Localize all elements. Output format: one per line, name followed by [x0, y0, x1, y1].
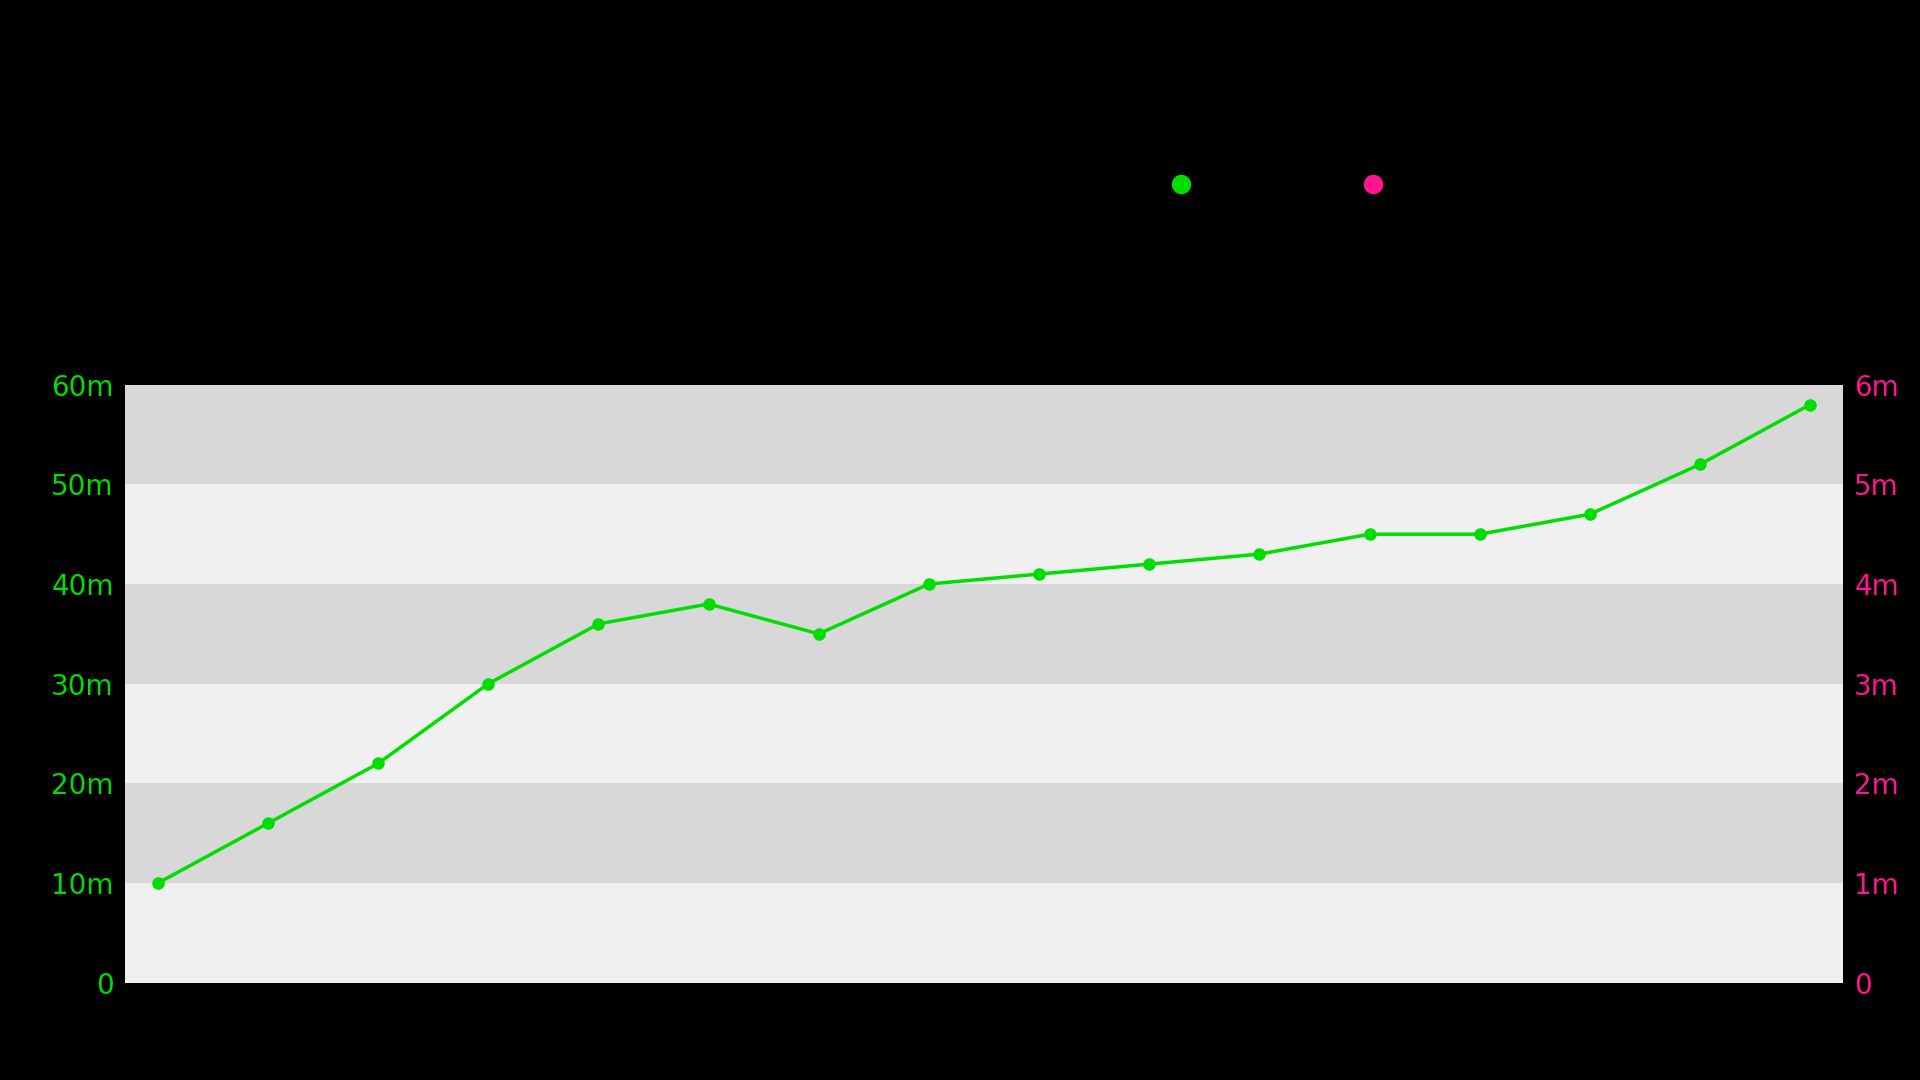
Bar [125, 883, 1843, 983]
Bar [125, 484, 1843, 584]
Bar [125, 584, 1843, 684]
Bar [125, 384, 1843, 484]
Bar [125, 684, 1843, 783]
Bar [125, 783, 1843, 883]
